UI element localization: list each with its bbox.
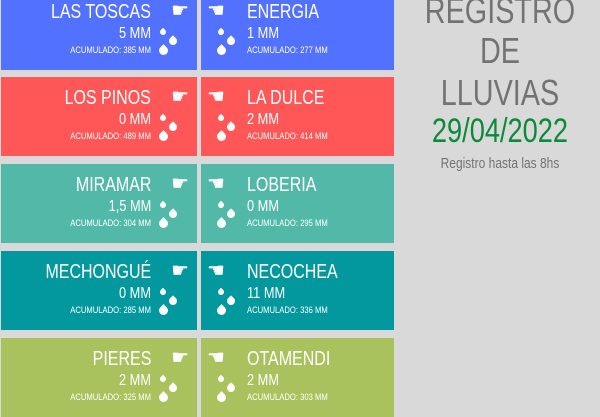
accumulated-rain: ACUMULADO: 304 MM	[70, 218, 151, 228]
station-name: LOS PINOS	[64, 87, 151, 109]
accumulated-rain: ACUMULADO: 325 MM	[70, 392, 151, 402]
raindrops-icon	[157, 200, 179, 230]
title-line-2: DE LLUVIAS	[440, 30, 560, 113]
region-row: MECHONGUÉ 0 MM ACUMULADO: 285 MM ☛ NECOC…	[0, 251, 394, 330]
station-name: NECOCHEA	[247, 261, 338, 283]
station-name: LAS TOSCAS	[51, 1, 151, 23]
daily-rain: 0 MM	[119, 111, 151, 128]
raindrops-icon	[215, 27, 237, 57]
region-row: LOS PINOS 0 MM ACUMULADO: 489 MM ☛ LA DU…	[0, 77, 394, 156]
hand-pointing-right-icon: ☛	[171, 260, 189, 282]
station-card: LAS TOSCAS 5 MM ACUMULADO: 385 MM ☛	[1, 0, 197, 70]
accumulated-rain: ACUMULADO: 285 MM	[70, 305, 151, 315]
daily-rain: 5 MM	[119, 25, 151, 42]
accumulated-rain: ACUMULADO: 414 MM	[247, 131, 328, 141]
daily-rain: 2 MM	[119, 372, 151, 389]
raindrops-icon	[215, 113, 237, 143]
station-name: LOBERIA	[247, 174, 317, 196]
accumulated-rain: ACUMULADO: 277 MM	[247, 45, 328, 55]
station-card: NECOCHEA 11 MM ACUMULADO: 336 MM ☚	[201, 251, 394, 330]
title-line-1: REGISTRO	[424, 0, 576, 31]
hand-pointing-right-icon: ☛	[171, 0, 189, 22]
station-card: MECHONGUÉ 0 MM ACUMULADO: 285 MM ☛	[1, 251, 197, 330]
hand-pointing-left-icon: ☚	[207, 0, 225, 22]
station-card: LA DULCE 2 MM ACUMULADO: 414 MM ☚	[201, 77, 394, 156]
raindrops-icon	[215, 287, 237, 317]
raindrops-icon	[157, 287, 179, 317]
station-name: PIERES	[92, 348, 151, 370]
station-name: OTAMENDI	[247, 348, 331, 370]
station-card: PIERES 2 MM ACUMULADO: 325 MM ☛	[1, 338, 197, 417]
accumulated-rain: ACUMULADO: 336 MM	[247, 305, 328, 315]
region-row: MIRAMAR 1,5 MM ACUMULADO: 304 MM ☛ LOBER…	[0, 164, 394, 243]
hand-pointing-right-icon: ☛	[171, 347, 189, 369]
raindrops-icon	[157, 27, 179, 57]
daily-rain: 11 MM	[247, 285, 286, 302]
daily-rain: 1,5 MM	[108, 198, 151, 215]
hand-pointing-left-icon: ☚	[207, 173, 225, 195]
station-card: MIRAMAR 1,5 MM ACUMULADO: 304 MM ☛	[1, 164, 197, 243]
station-card: LOS PINOS 0 MM ACUMULADO: 489 MM ☛	[1, 77, 197, 156]
raindrops-icon	[215, 200, 237, 230]
accumulated-rain: ACUMULADO: 295 MM	[247, 218, 328, 228]
station-name: MIRAMAR	[75, 174, 151, 196]
region-row: PIERES 2 MM ACUMULADO: 325 MM ☛ OTAMENDI…	[0, 338, 394, 417]
hand-pointing-right-icon: ☛	[171, 173, 189, 195]
header: REGISTRO DE LLUVIAS 29/04/2022 Registro …	[400, 0, 600, 172]
region-row: LAS TOSCAS 5 MM ACUMULADO: 385 MM ☛ ENER…	[0, 0, 394, 70]
daily-rain: 2 MM	[247, 372, 279, 389]
daily-rain: 1 MM	[247, 25, 279, 42]
hand-pointing-left-icon: ☚	[207, 86, 225, 108]
note: Registro hasta las 8hs	[440, 155, 560, 172]
hand-pointing-left-icon: ☚	[207, 260, 225, 282]
station-card: OTAMENDI 2 MM ACUMULADO: 303 MM ☚	[201, 338, 394, 417]
accumulated-rain: ACUMULADO: 385 MM	[70, 45, 151, 55]
daily-rain: 0 MM	[247, 198, 279, 215]
date: 29/04/2022	[431, 112, 569, 150]
raindrops-icon	[157, 113, 179, 143]
station-name: MECHONGUÉ	[45, 261, 151, 283]
hand-pointing-left-icon: ☚	[207, 347, 225, 369]
hand-pointing-right-icon: ☛	[171, 86, 189, 108]
station-name: ENERGIA	[247, 1, 320, 23]
station-name: LA DULCE	[247, 87, 325, 109]
accumulated-rain: ACUMULADO: 489 MM	[70, 131, 151, 141]
station-card: LOBERIA 0 MM ACUMULADO: 295 MM ☚	[201, 164, 394, 243]
accumulated-rain: ACUMULADO: 303 MM	[247, 392, 328, 402]
daily-rain: 2 MM	[247, 111, 279, 128]
daily-rain: 0 MM	[119, 285, 151, 302]
station-card: ENERGIA 1 MM ACUMULADO: 277 MM ☚	[201, 0, 394, 70]
